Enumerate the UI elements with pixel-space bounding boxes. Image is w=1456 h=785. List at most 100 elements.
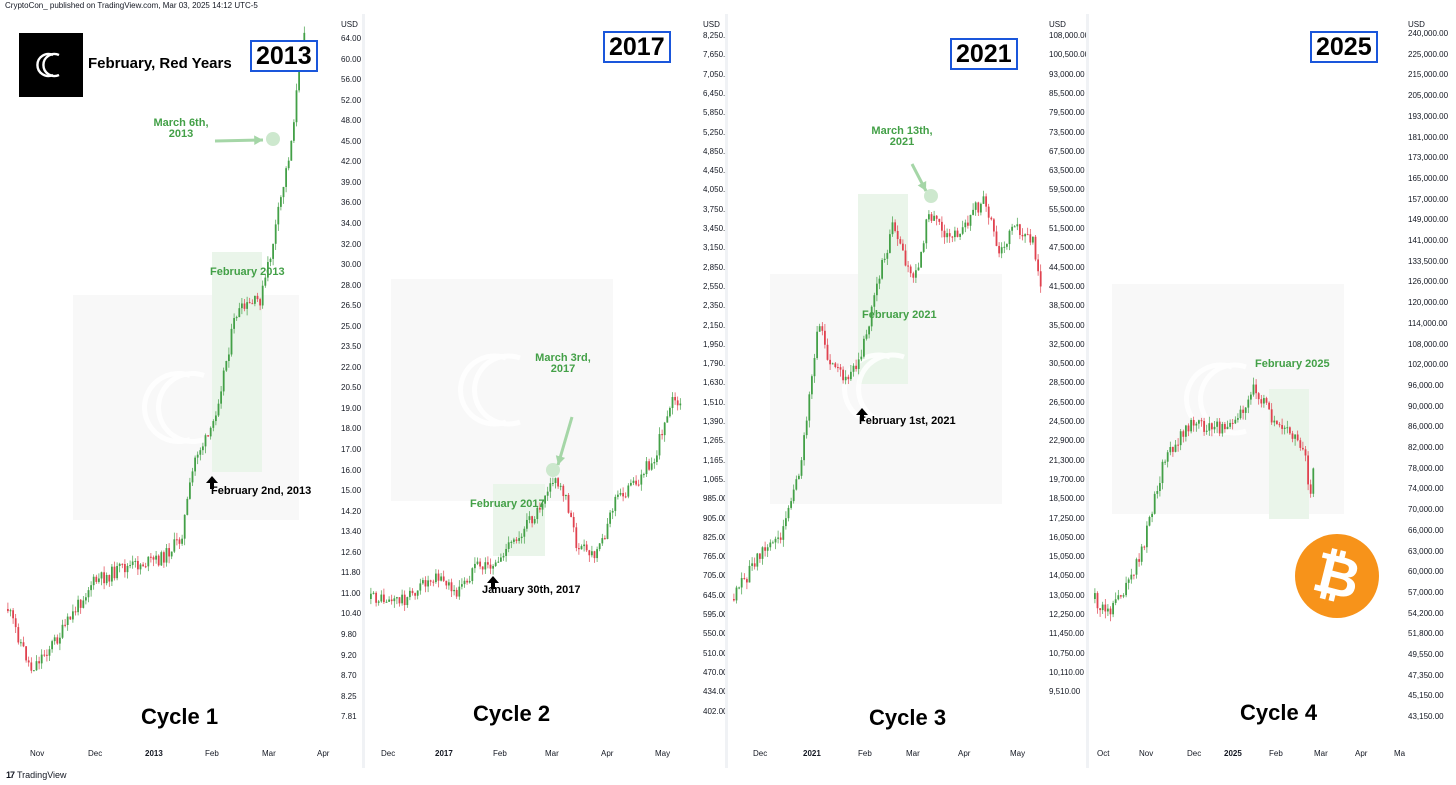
- candle-body: [974, 202, 977, 210]
- candle-body: [948, 233, 951, 237]
- candle-body: [601, 538, 604, 544]
- candle-body: [116, 565, 118, 579]
- chart-panel-cycle-4[interactable]: USD 240,000.00 225,000.00 215,000.00 205,000…: [1089, 14, 1456, 768]
- candle-body: [474, 563, 476, 569]
- candle-body: [782, 526, 785, 540]
- candle-body: [930, 214, 933, 221]
- y-tick-label: 11.80: [341, 568, 361, 578]
- candle-body: [246, 302, 248, 309]
- candle-body: [985, 196, 987, 207]
- y-tick-label: 25.00: [341, 321, 362, 331]
- y-tick-label: 4,850.00: [703, 146, 725, 156]
- highlight-period-box: [858, 194, 908, 384]
- candle-body: [147, 556, 150, 567]
- candle-body: [1021, 234, 1024, 237]
- x-tick-label: Mar: [906, 749, 920, 758]
- candlestick-chart[interactable]: [365, 14, 725, 768]
- candle-body: [64, 624, 66, 626]
- candle-body: [1024, 234, 1026, 237]
- candle-body: [183, 514, 186, 539]
- candle-body: [896, 230, 899, 240]
- candle-body: [79, 599, 82, 608]
- candle-body: [585, 544, 588, 551]
- candle-body: [567, 494, 570, 513]
- candle-body: [1104, 604, 1107, 612]
- y-tick-label: 1,390.00: [703, 417, 725, 426]
- candle-body: [630, 482, 632, 486]
- y-tick-label: 645.00: [703, 590, 725, 600]
- peak-marker: [924, 189, 938, 203]
- candle-body: [233, 318, 235, 329]
- candle-body: [987, 206, 990, 218]
- candle-body: [455, 589, 458, 597]
- candle-body: [873, 295, 876, 307]
- y-tick-label: 17,250.00: [1049, 513, 1085, 523]
- chart-panel-cycle-2[interactable]: USD 8,250.00 7,650.00 7,050.00 6,450.00 5,850…: [365, 14, 725, 768]
- candle-body: [969, 214, 972, 226]
- candle-body: [209, 427, 212, 437]
- candle-body: [1247, 399, 1250, 408]
- chart-panel-cycle-3[interactable]: USD 108,000.00 100,500.00 93,000.00 85,500.0…: [728, 14, 1086, 768]
- candle-body: [72, 611, 74, 620]
- candle-body: [676, 400, 679, 406]
- candle-body: [126, 565, 129, 573]
- y-tick-label: 4,050.00: [703, 185, 725, 195]
- x-tick-label: Apr: [1355, 749, 1368, 758]
- candle-body: [61, 624, 64, 638]
- candle-body: [199, 450, 202, 455]
- candle-body: [533, 519, 536, 524]
- candle-body: [967, 222, 969, 226]
- candle-body: [637, 484, 640, 486]
- candle-body: [1122, 595, 1125, 597]
- y-tick-label: 402.00: [703, 706, 725, 716]
- candle-body: [1286, 427, 1289, 429]
- candle-body: [82, 600, 85, 608]
- candle-body: [264, 277, 267, 286]
- candlestick-chart[interactable]: [0, 14, 362, 768]
- candle-body: [598, 543, 601, 550]
- y-tick-label: 1,950.00: [703, 339, 725, 349]
- candle-body: [220, 391, 222, 404]
- candle-body: [1101, 604, 1104, 611]
- y-tick-label: 9.80: [341, 629, 357, 639]
- candle-body: [479, 561, 481, 567]
- candle-body: [235, 317, 238, 319]
- candle-body: [617, 494, 619, 497]
- y-tick-label: 1,630.00: [703, 378, 725, 388]
- x-tick-label: 2025: [1224, 749, 1242, 758]
- candle-body: [98, 578, 100, 582]
- y-tick-label: 30.00: [341, 260, 362, 270]
- y-tick-label: 16,050.00: [1049, 532, 1085, 542]
- candle-body: [751, 563, 753, 566]
- candle-body: [377, 601, 380, 603]
- published-header: CryptoCon_ published on TradingView.com,…: [5, 1, 258, 10]
- y-tick-label: 7,050.00: [703, 69, 725, 79]
- candle-body: [1029, 234, 1032, 243]
- candle-body: [196, 454, 199, 458]
- candle-body: [388, 599, 390, 602]
- candle-body: [798, 475, 800, 480]
- cycle-label-3: Cycle 3: [869, 705, 947, 730]
- candle-body: [847, 376, 850, 380]
- candlestick-chart[interactable]: [728, 14, 1086, 768]
- candle-body: [622, 493, 624, 497]
- candle-body: [920, 251, 922, 268]
- candle-body: [552, 483, 554, 485]
- candle-body: [1026, 234, 1029, 236]
- start-arrow-icon: [487, 576, 499, 589]
- y-tick-label: 240,000.00: [1408, 29, 1449, 38]
- chart-panel-cycle-1[interactable]: USD 64.00 60.00 56.00 52.00 48.00 45.00 42.00 39…: [0, 14, 362, 768]
- candlestick-chart[interactable]: [1089, 14, 1456, 768]
- candle-body: [1133, 574, 1135, 576]
- tradingview-footer[interactable]: 17 TradingView: [6, 770, 67, 780]
- candle-body: [1289, 427, 1291, 434]
- candle-body: [285, 168, 287, 187]
- candle-body: [419, 583, 422, 591]
- candle-body: [445, 580, 448, 586]
- y-tick-label: 705.00: [703, 571, 725, 581]
- candle-body: [241, 303, 243, 309]
- candle-body: [1039, 271, 1042, 287]
- candle-body: [370, 593, 372, 599]
- candle-body: [287, 160, 290, 169]
- y-tick-label: 13,050.00: [1049, 590, 1085, 600]
